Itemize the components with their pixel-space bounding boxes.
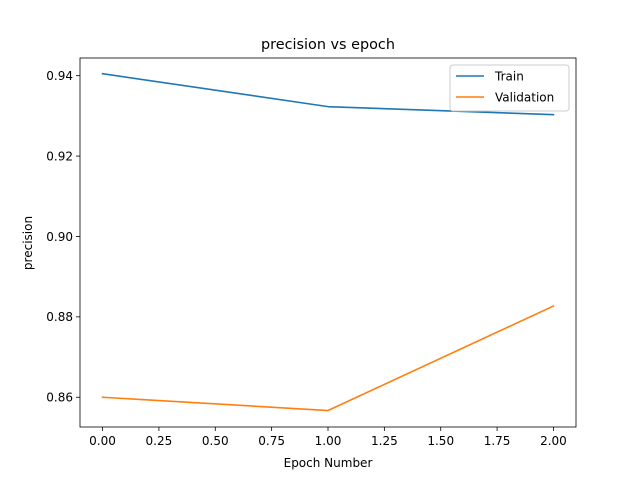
y-axis-label: precision <box>21 216 35 270</box>
y-tick-label: 0.94 <box>46 69 73 83</box>
x-axis: 0.00 0.25 0.50 0.75 1.00 1.25 1.50 1.75 2.00 <box>89 427 567 448</box>
x-tick-label: 1.75 <box>484 434 511 448</box>
legend-label-train: Train <box>494 70 524 84</box>
x-tick-label: 0.25 <box>146 434 173 448</box>
y-tick-label: 0.90 <box>46 230 73 244</box>
series-line-validation <box>101 304 555 412</box>
x-tick-label: 1.50 <box>427 434 454 448</box>
series-layer <box>101 72 555 412</box>
series-line-train <box>101 72 555 116</box>
y-tick-label: 0.92 <box>46 149 73 163</box>
chart-title: precision vs epoch <box>261 37 395 53</box>
y-axis: 0.86 0.88 0.90 0.92 0.94 <box>46 69 80 405</box>
y-tick-label: 0.86 <box>46 391 73 405</box>
legend-label-validation: Validation <box>495 91 554 105</box>
legend: Train Validation <box>449 64 570 112</box>
x-tick-label: 0.50 <box>202 434 229 448</box>
x-tick-label: 2.00 <box>540 434 567 448</box>
x-tick-label: 1.00 <box>315 434 342 448</box>
y-tick-label: 0.88 <box>46 310 73 324</box>
x-tick-label: 0.75 <box>258 434 285 448</box>
x-tick-label: 0.00 <box>89 434 116 448</box>
x-axis-label: Epoch Number <box>284 456 373 470</box>
x-tick-label: 1.25 <box>371 434 398 448</box>
